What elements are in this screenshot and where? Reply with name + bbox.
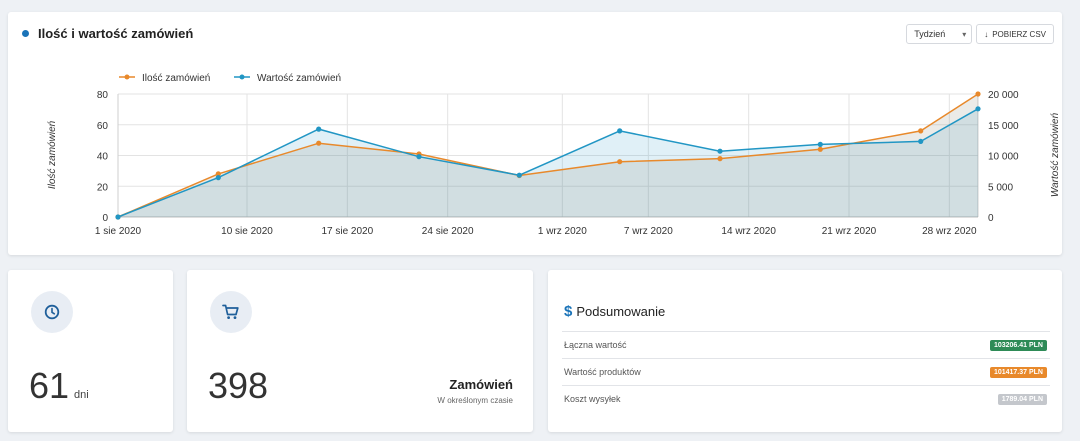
x-tick-label: 17 sie 2020 — [321, 226, 373, 237]
series-point-1 — [115, 214, 121, 220]
days-value: 61 — [29, 365, 70, 406]
chart-title-text: Ilość i wartość zamówień — [38, 26, 194, 41]
clock-icon-wrapper — [31, 291, 73, 333]
series-point-0 — [918, 128, 924, 134]
y-tick-label-left: 0 — [102, 213, 108, 224]
orders-card: 398 Zamówień W określonym czasie — [187, 270, 533, 432]
y-tick-label-left: 40 — [97, 152, 109, 163]
y-axis-right-title: Wartość zamówień — [1050, 112, 1061, 197]
chart-legend[interactable]: Ilość zamówień Wartość zamówień — [119, 73, 341, 84]
y-tick-label-right: 10 000 — [988, 152, 1019, 163]
series-point-0 — [817, 146, 823, 152]
period-select[interactable]: Tydzień ▾ — [906, 24, 973, 44]
series-point-1 — [617, 128, 623, 134]
shipping-value-badge: 1789.04 PLN — [997, 393, 1047, 405]
series-point-0 — [215, 171, 221, 177]
summary-title-text: Podsumowanie — [576, 304, 666, 319]
title-dot-icon — [22, 30, 29, 37]
legend-label-orders[interactable]: Ilość zamówień — [142, 73, 210, 84]
period-select-value: Tydzień — [914, 29, 946, 39]
series-point-1 — [516, 172, 522, 178]
days-card: 61 dni — [8, 270, 173, 432]
summary-card: $ Podsumowanie Łączna wartość 103206.41 … — [548, 270, 1062, 432]
orders-label: Zamówień — [449, 377, 513, 392]
summary-row-label: Wartość produktów — [564, 367, 641, 377]
series-point-0 — [617, 159, 623, 165]
x-tick-label: 24 sie 2020 — [422, 226, 474, 237]
summary-title: $ Podsumowanie — [564, 303, 665, 320]
x-tick-label: 7 wrz 2020 — [624, 226, 673, 237]
chart-points — [115, 91, 981, 220]
y-tick-label-left: 80 — [97, 90, 109, 101]
orders-sublabel: W określonym czasie — [437, 396, 513, 405]
summary-row-products: Wartość produktów 101417.37 PLN — [562, 358, 1050, 385]
x-tick-label: 21 wrz 2020 — [822, 226, 877, 237]
y-axis-left-title: Ilość zamówień — [47, 120, 58, 189]
x-tick-label: 14 wrz 2020 — [721, 226, 776, 237]
chart-controls: Tydzień ▾ ↓ POBIERZ CSV — [906, 24, 1054, 44]
orders-chart-card: Ilość i wartość zamówień Tydzień ▾ ↓ POB… — [8, 12, 1062, 255]
series-line-0 — [117, 93, 979, 218]
cart-icon — [222, 304, 239, 319]
summary-row-total: Łączna wartość 103206.41 PLN — [562, 331, 1050, 358]
legend-label-value[interactable]: Wartość zamówień — [257, 73, 341, 84]
series-point-0 — [316, 140, 322, 146]
series-point-1 — [416, 154, 422, 160]
total-value-badge: 103206.41 PLN — [989, 339, 1047, 351]
summary-row-label: Łączna wartość — [564, 340, 627, 350]
download-icon: ↓ — [984, 29, 989, 39]
y-tick-label-left: 20 — [97, 182, 109, 193]
y-tick-label-right: 5 000 — [988, 182, 1013, 193]
series-line-1 — [117, 108, 979, 218]
days-unit: dni — [74, 389, 89, 401]
y-tick-label-right: 0 — [988, 213, 994, 224]
chart-title: Ilość i wartość zamówień — [22, 26, 193, 41]
summary-row-shipping: Koszt wysyłek 1789.04 PLN — [562, 385, 1050, 412]
series-point-1 — [717, 148, 723, 154]
cart-icon-wrapper — [210, 291, 252, 333]
x-tick-label: 1 sie 2020 — [95, 226, 142, 237]
series-point-0 — [717, 156, 723, 162]
series-point-1 — [918, 138, 924, 144]
series-area-0 — [118, 94, 978, 217]
orders-value: 398 — [208, 365, 269, 406]
products-value-badge: 101417.37 PLN — [989, 366, 1047, 378]
summary-table: Łączna wartość 103206.41 PLN Wartość pro… — [562, 331, 1050, 412]
orders-chart: 0 0 20 5 000 40 10 000 60 15 000 80 20 000 1 sie 2… — [47, 73, 1061, 237]
chart-grid — [117, 93, 979, 218]
x-tick-label: 28 wrz 2020 — [922, 226, 977, 237]
download-csv-label: POBIERZ CSV — [992, 29, 1046, 39]
y-tick-label-left: 60 — [97, 121, 109, 132]
dollar-icon: $ — [564, 303, 573, 320]
chevron-down-icon: ▾ — [962, 29, 967, 39]
series-point-1 — [817, 141, 823, 147]
chart-lines — [117, 93, 979, 218]
x-tick-label: 10 sie 2020 — [221, 226, 273, 237]
series-point-0 — [975, 91, 981, 97]
series-point-1 — [975, 106, 981, 112]
series-point-1 — [215, 175, 221, 181]
clock-icon — [44, 304, 60, 320]
y-tick-label-right: 15 000 — [988, 121, 1019, 132]
legend-marker-orders — [124, 74, 130, 80]
x-tick-label: 1 wrz 2020 — [538, 226, 587, 237]
summary-row-label: Koszt wysyłek — [564, 394, 621, 404]
y-tick-label-right: 20 000 — [988, 90, 1019, 101]
download-csv-button[interactable]: ↓ POBIERZ CSV — [976, 24, 1054, 44]
series-point-1 — [316, 126, 322, 132]
chart-axes: 0 0 20 5 000 40 10 000 60 15 000 80 20 000 1 sie 2… — [95, 90, 1019, 237]
legend-marker-value — [239, 74, 245, 80]
